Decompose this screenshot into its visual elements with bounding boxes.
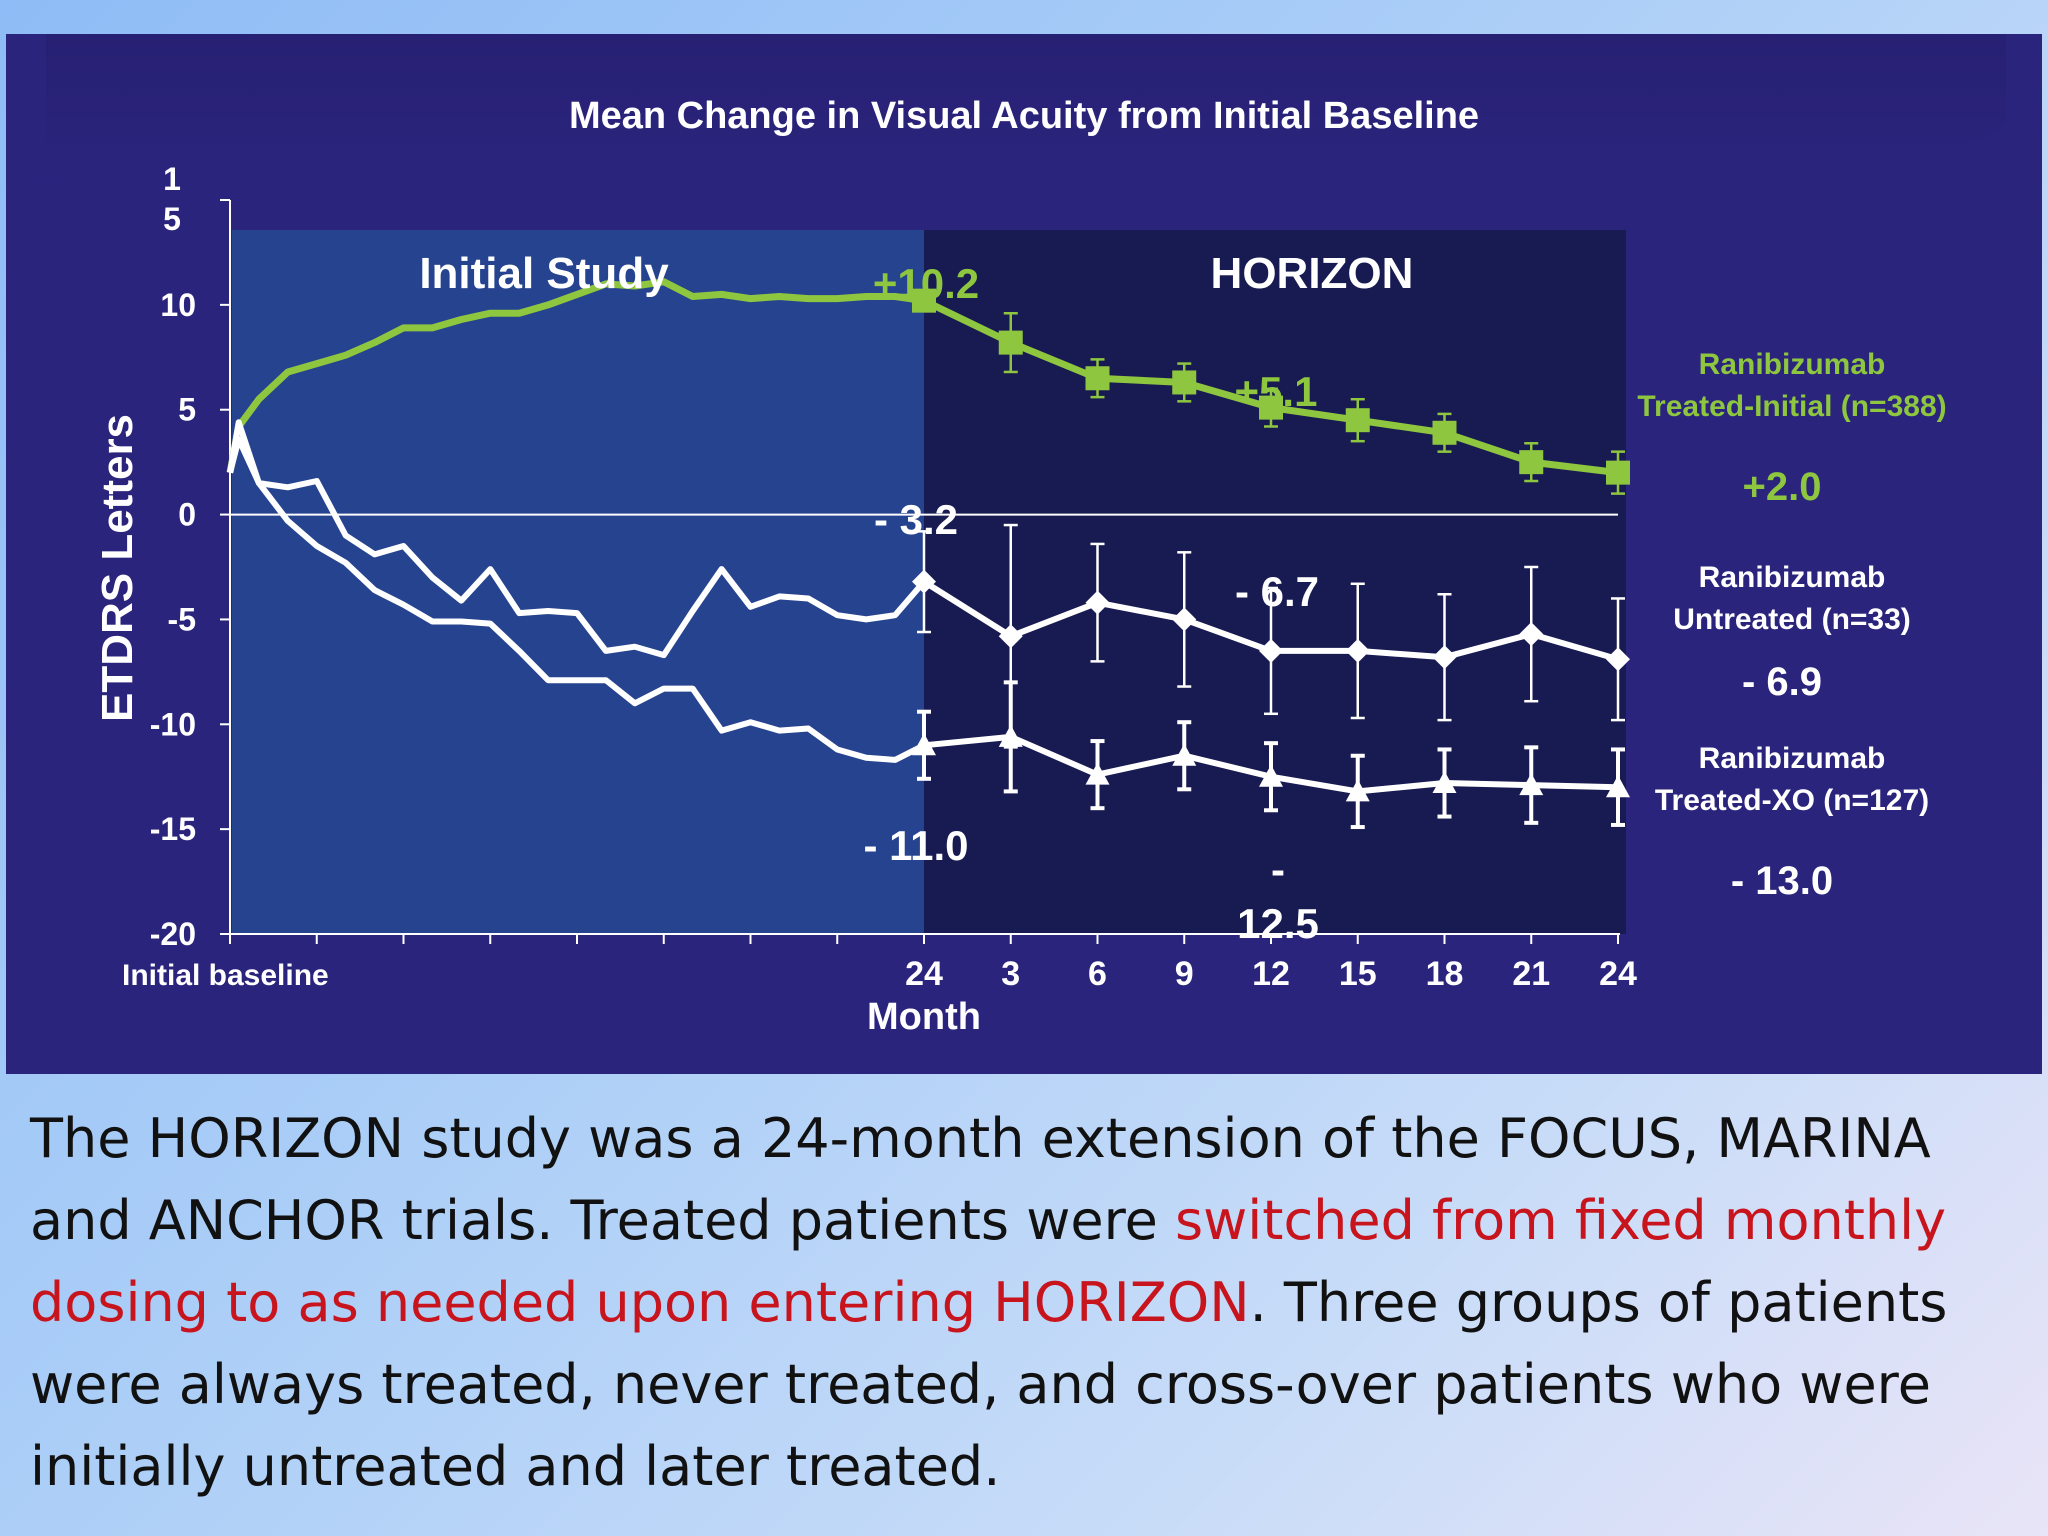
- marker-diamond-2-4: [1259, 638, 1283, 663]
- x-tick-label-9: 3: [1001, 955, 1020, 993]
- y-tick-label-1: 10: [160, 287, 196, 323]
- y-tick-label-6: -15: [150, 811, 196, 847]
- annotation-6-1: 12.5: [1237, 900, 1319, 947]
- annotation-1: +10.2: [873, 260, 979, 307]
- series-line-3: [227, 436, 1619, 795]
- marker-square-1-8: [1606, 460, 1630, 485]
- y-tick-label-0-0: 1: [163, 161, 181, 197]
- x-tick-label-15: 21: [1512, 955, 1550, 993]
- chart-panel: 1 5 10 5 0 -5 -10 -15 -20 ETDRS Letters Initial ba…: [6, 34, 2042, 1074]
- x-tick-label-11: 9: [1175, 955, 1194, 993]
- marker-triangle-3-5: [1345, 779, 1370, 802]
- legend-name-1-a: Ranibizumab: [1699, 348, 1886, 381]
- x-tick-label-8: 24: [905, 955, 943, 993]
- marker-square-1-0: [912, 288, 936, 313]
- x-tick-label-13: 15: [1339, 955, 1377, 993]
- y-tick-label-0-1: 5: [163, 201, 181, 237]
- annotation-2: +5.1: [1235, 368, 1318, 415]
- marker-square-1-4: [1259, 395, 1283, 420]
- marker-square-1-1: [998, 330, 1023, 355]
- legend-name-2-a: Ranibizumab: [1699, 561, 1886, 594]
- caption-text-2: . Three groups of patients were always t…: [30, 1271, 1948, 1498]
- x-tick-label-12: 12: [1252, 955, 1290, 993]
- y-tick-label-5: -10: [150, 706, 196, 742]
- caption: The HORIZON study was a 24-month extensi…: [30, 1098, 2020, 1508]
- marker-triangle-3-4: [1259, 764, 1283, 787]
- marker-triangle-3-0: [912, 733, 936, 756]
- panel-shading: [46, 34, 2006, 184]
- region-1: [232, 230, 924, 934]
- marker-triangle-3-2: [1085, 762, 1110, 785]
- marker-square-1-2: [1085, 366, 1110, 391]
- annotation-5: - 11.0: [863, 822, 968, 869]
- series-line-2: [227, 419, 1619, 663]
- y-tick-label-2: 5: [178, 392, 196, 428]
- annotation-6-0: -: [1271, 846, 1285, 893]
- annotation-4: - 6.7: [1235, 568, 1319, 615]
- chart-title: Mean Change in Visual Acuity from Initia…: [569, 95, 1479, 137]
- marker-triangle-3-1: [998, 724, 1023, 747]
- x-tick-label-0: Initial baseline: [122, 959, 329, 992]
- marker-square-1-7: [1519, 450, 1544, 475]
- marker-triangle-3-3: [1172, 743, 1197, 766]
- y-tick-label-3: 0: [178, 497, 196, 533]
- series-line-1: [226, 278, 1619, 477]
- caption-text-1: The HORIZON study was a 24-month extensi…: [30, 1107, 1931, 1252]
- legend-value-2: - 6.9: [1742, 660, 1822, 704]
- region-label-1: Initial Study: [419, 249, 669, 298]
- annotation-3: - 3.2: [874, 496, 958, 543]
- marker-triangle-3-6: [1432, 771, 1457, 794]
- x-tick-label-16: 24: [1599, 955, 1637, 993]
- marker-diamond-2-3: [1172, 607, 1197, 632]
- y-axis-label: ETDRS Letters: [93, 414, 142, 722]
- y-tick-label-4: -5: [168, 601, 196, 637]
- marker-square-1-3: [1172, 370, 1197, 395]
- legend-value-1: +2.0: [1743, 465, 1822, 509]
- legend-value-3: - 13.0: [1731, 859, 1833, 903]
- legend-name-3-b: Treated-XO (n=127): [1655, 784, 1929, 817]
- marker-diamond-2-5: [1345, 638, 1370, 663]
- legend-name-1-b: Treated-Initial (n=388): [1637, 390, 1946, 423]
- marker-diamond-2-6: [1432, 645, 1457, 670]
- marker-diamond-2-2: [1085, 590, 1110, 615]
- caption-highlight: switched from fixed monthly dosing to as…: [30, 1189, 1947, 1334]
- region-label-2: HORIZON: [1211, 249, 1414, 298]
- x-axis-label: Month: [867, 996, 981, 1038]
- x-tick-label-14: 18: [1426, 955, 1464, 993]
- x-tick-label-10: 6: [1088, 955, 1107, 993]
- marker-diamond-2-0: [912, 569, 936, 594]
- legend-name-3-a: Ranibizumab: [1699, 742, 1886, 775]
- legend-name-2-b: Untreated (n=33): [1673, 603, 1911, 636]
- marker-triangle-3-7: [1519, 773, 1544, 796]
- marker-diamond-2-8: [1606, 647, 1630, 672]
- region-2: [924, 230, 1626, 934]
- marker-diamond-2-7: [1519, 622, 1544, 647]
- marker-diamond-2-1: [998, 624, 1023, 649]
- marker-square-1-5: [1345, 408, 1370, 433]
- marker-triangle-3-8: [1606, 775, 1630, 798]
- y-tick-label-7: -20: [150, 916, 196, 952]
- marker-square-1-6: [1432, 420, 1457, 445]
